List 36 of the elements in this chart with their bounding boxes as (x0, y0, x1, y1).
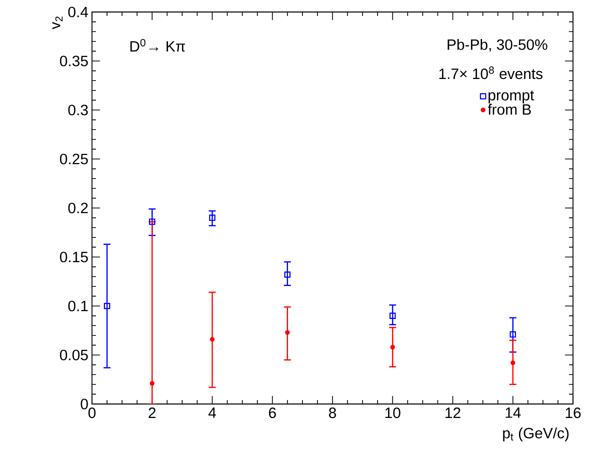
x-tick-label: 0 (88, 408, 96, 418)
point (510, 360, 516, 366)
y-tick-label: 0.05 (60, 350, 88, 360)
x-tick-label: 8 (329, 408, 336, 418)
x-tick-label: 14 (506, 408, 521, 418)
x-tick-label: 6 (268, 408, 276, 418)
point (285, 330, 290, 335)
point (210, 336, 215, 342)
x-tick-label: 10 (385, 408, 400, 418)
legend-label: prompt (488, 90, 534, 104)
point (150, 381, 154, 386)
point (389, 312, 396, 319)
y-tick-label: 0.2 (68, 202, 88, 214)
y-tick-label: 0.15 (60, 252, 88, 262)
y-axis-title: v$_{2}$ (52, 16, 63, 30)
annotation: 1.7× 10$^{8}$ events (439, 66, 542, 80)
point (148, 218, 156, 225)
y-tick-label: 0.1 (68, 300, 88, 312)
point (510, 331, 516, 338)
y-tick-label: 0.4 (68, 6, 88, 18)
x-tick-label: 12 (446, 408, 460, 418)
x-tick-label: 4 (208, 408, 216, 418)
y-tick-label: 0.35 (60, 56, 88, 66)
point (104, 302, 110, 310)
y-tick-label: 0 (80, 398, 88, 410)
point (390, 344, 395, 350)
point (209, 214, 216, 221)
x-tick-label: 2 (148, 408, 156, 418)
x-axis-title: p$_{t}$ (GeV/c) (503, 427, 569, 442)
annotation: D$^{0}$→ Kπ (130, 39, 186, 52)
point (284, 271, 291, 278)
annotation: Pb-Pb, 30-50% (448, 38, 548, 52)
y-tick-label: 0.25 (60, 154, 88, 164)
legend-label: from B (488, 104, 531, 115)
x-tick-label: 16 (566, 408, 581, 418)
y-tick-label: 0.3 (68, 104, 88, 116)
